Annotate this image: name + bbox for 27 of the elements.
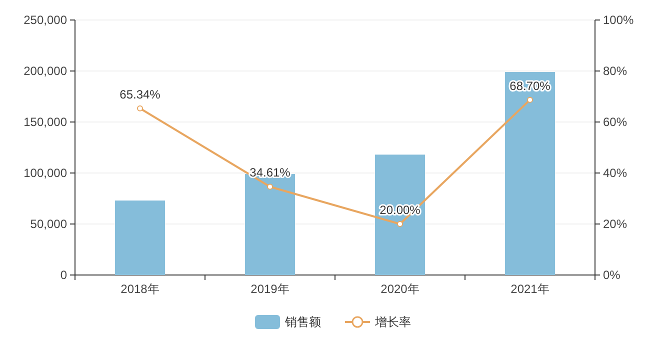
y-tick-label: 100,000 [24,166,68,180]
y2-tick-label: 0% [603,268,621,282]
y2-tick-label: 60% [603,115,628,129]
y-tick-label: 50,000 [30,217,68,231]
data-label: 65.34% [120,87,161,102]
y-tick-label: 150,000 [24,115,68,129]
y-tick-label: 200,000 [24,64,68,78]
point [527,96,533,103]
legend-label: 销售额 [284,315,321,329]
point [137,105,143,112]
y2-tick-label: 100% [603,13,634,27]
x-tick-label: 2021年 [510,282,550,296]
x-tick-label: 2019年 [250,282,290,296]
x-tick-label: 2020年 [380,282,420,296]
y-tick-label: 0 [60,268,68,282]
y2-tick-label: 20% [603,217,628,231]
point [267,184,273,190]
y-tick-label: 250,000 [24,13,68,27]
y2-tick-label: 40% [603,166,628,180]
bar [115,200,165,275]
bar [505,72,555,275]
point [397,221,403,227]
legend-label: 增长率 [374,315,411,329]
bar [375,154,425,275]
x-tick-label: 2018年 [120,282,160,296]
data-label: 68.70% [510,78,551,93]
y2-tick-label: 80% [603,64,628,78]
